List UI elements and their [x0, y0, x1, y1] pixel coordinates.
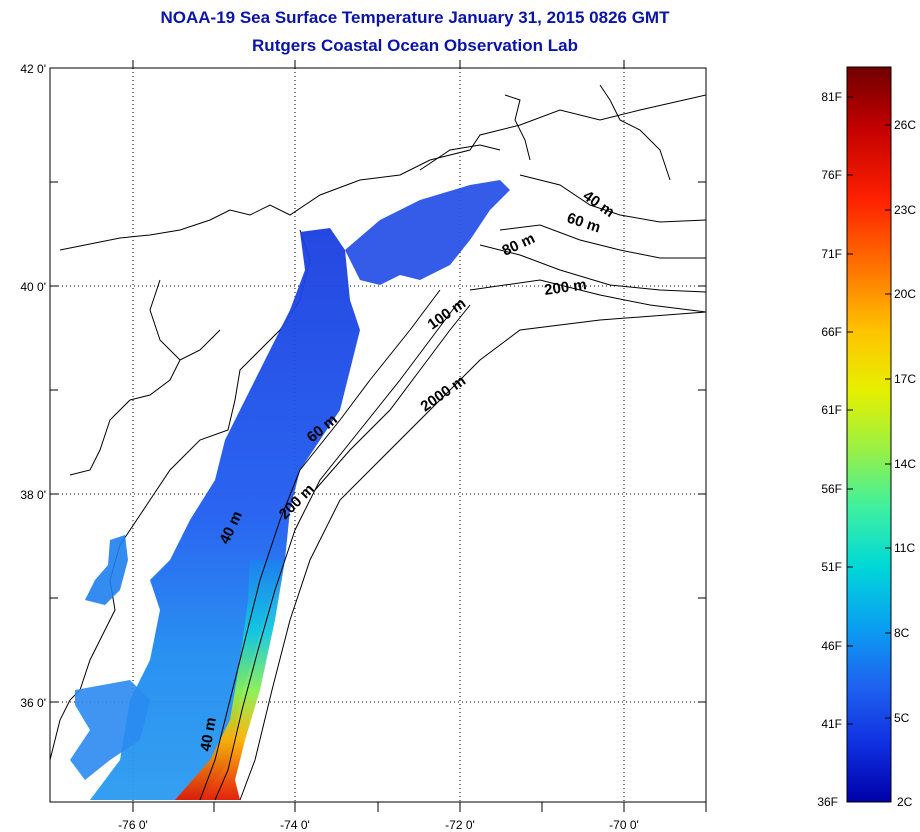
cb-label-17c: 17C [894, 372, 916, 386]
cb-label-11c: 11C [894, 541, 915, 555]
cb-label-71f: 71F [821, 247, 842, 261]
cb-label-81f: 81F [821, 90, 842, 104]
cb-label-26c: 26C [894, 118, 916, 132]
cb-label-2c: 2C [897, 795, 913, 809]
axis-ticks [50, 60, 707, 812]
cb-label-66f: 66F [821, 325, 842, 339]
cb-label-14c: 14C [894, 457, 916, 471]
lon-label-74: -74 0' [280, 818, 310, 832]
sst-swath-main [90, 228, 360, 800]
lat-label-36: 36 0' [20, 696, 46, 710]
lon-label-72: -72 0' [445, 818, 475, 832]
coastline [50, 94, 706, 761]
colorbar-ticks [847, 96, 891, 725]
lat-label-40: 40 0' [20, 280, 46, 294]
lon-label-70: -70 0' [609, 818, 639, 832]
contour-label-40m-south: 40 m [197, 716, 220, 753]
cb-label-51f: 51F [821, 560, 842, 574]
colorbar [846, 66, 892, 803]
map-title: NOAA-19 Sea Surface Temperature January … [160, 8, 670, 27]
bathymetry-contours [199, 174, 706, 801]
longitude-labels: -76 0' -74 0' -72 0' -70 0' [118, 818, 639, 832]
sst-warm-gulfstream [175, 560, 285, 800]
graticule [50, 68, 706, 802]
cb-label-76f: 76F [821, 168, 842, 182]
colorbar-celsius-labels: 26C 23C 20C 17C 14C 11C 8C 5C 2C [894, 118, 916, 809]
sst-pamlico [70, 680, 150, 780]
latitude-labels: 42 0' 40 0' 38 0' 36 0' [20, 62, 46, 710]
lat-label-38: 38 0' [20, 488, 46, 502]
cb-label-5c: 5C [894, 711, 910, 725]
cb-label-61f: 61F [821, 403, 842, 417]
cb-label-46f: 46F [821, 639, 842, 653]
coastline-northeast [419, 84, 671, 181]
lat-label-42: 42 0' [20, 62, 46, 76]
cb-label-23c: 23C [894, 203, 916, 217]
lon-label-76: -76 0' [118, 818, 148, 832]
cb-label-41f: 41F [821, 717, 842, 731]
map-subtitle: Rutgers Coastal Ocean Observation Lab [252, 36, 578, 55]
cb-label-20c: 20C [894, 287, 916, 301]
sst-chesapeake [85, 535, 128, 605]
cb-label-56f: 56F [821, 482, 842, 496]
colorbar-fahrenheit-labels: 81F 76F 71F 66F 61F 56F 51F 46F 41F 36F [817, 90, 842, 809]
cb-label-36f: 36F [817, 795, 838, 809]
cb-label-8c: 8C [894, 626, 910, 640]
contour-label-200m: 200 m [543, 276, 587, 299]
sst-swath-northern [345, 180, 510, 285]
